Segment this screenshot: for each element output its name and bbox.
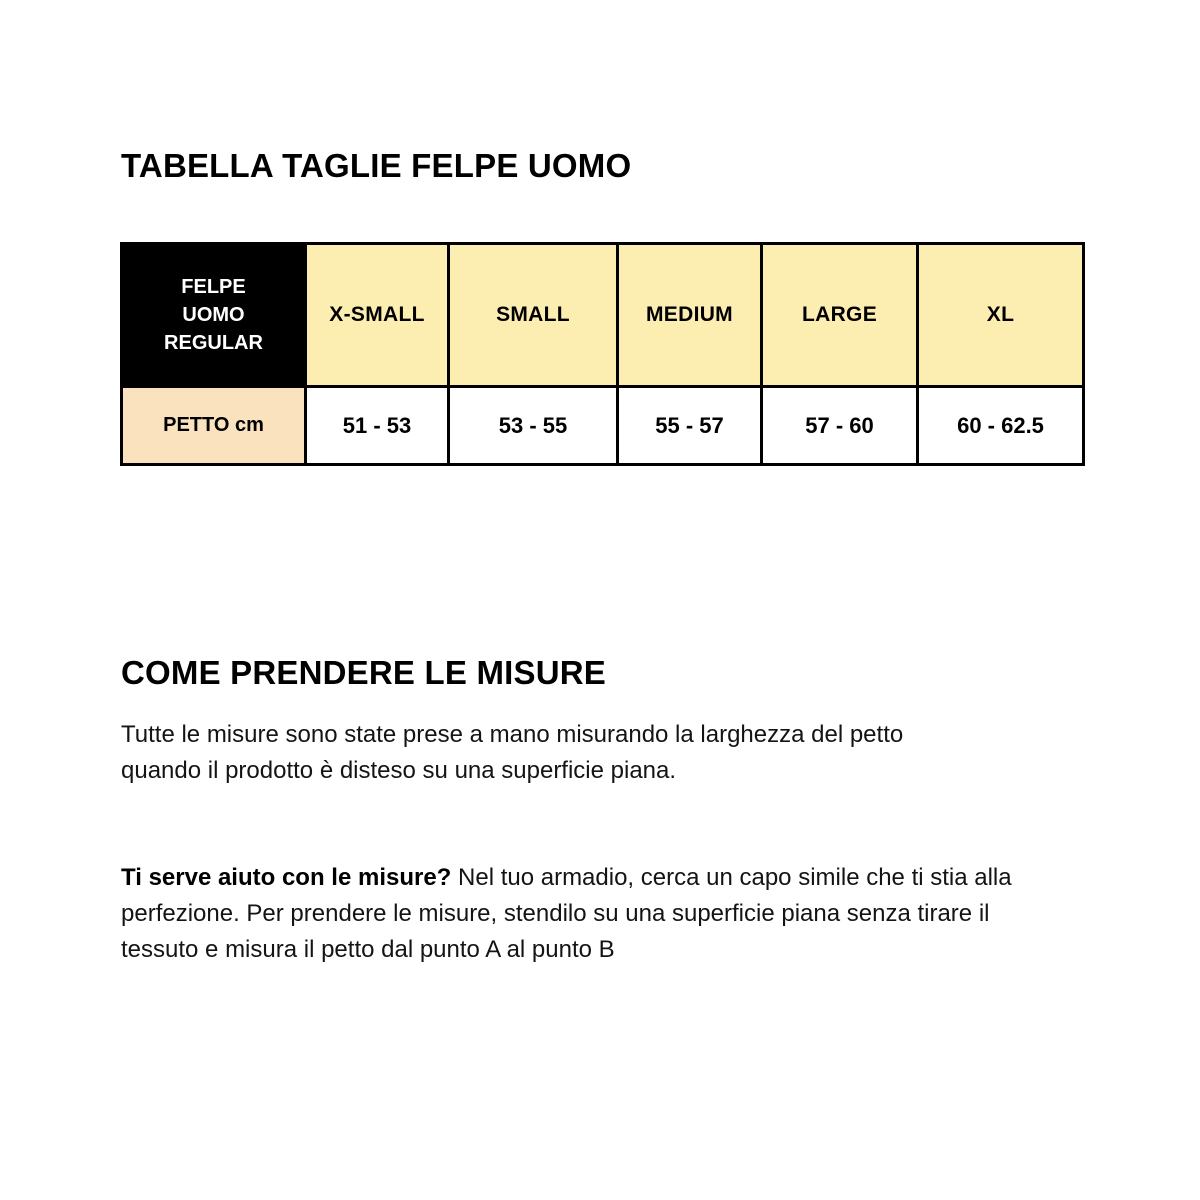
chest-value-large: 57 - 60 bbox=[760, 385, 919, 466]
chest-value-xl: 60 - 62.5 bbox=[916, 385, 1085, 466]
size-header-xsmall: X-SMALL bbox=[304, 242, 450, 388]
size-header-large: LARGE bbox=[760, 242, 919, 388]
table-row-header-cell: FELPE UOMO REGULAR bbox=[120, 242, 307, 388]
size-table: FELPE UOMO REGULAR X-SMALL SMALL MEDIUM … bbox=[120, 242, 1085, 466]
size-header-xl: XL bbox=[916, 242, 1085, 388]
size-table-value-row: PETTO cm 51 - 53 53 - 55 55 - 57 57 - 60… bbox=[120, 385, 1085, 466]
chest-value-medium: 55 - 57 bbox=[616, 385, 763, 466]
size-header-small: SMALL bbox=[447, 242, 619, 388]
chest-value-xsmall: 51 - 53 bbox=[304, 385, 450, 466]
chest-value-small: 53 - 55 bbox=[447, 385, 619, 466]
size-header-medium: MEDIUM bbox=[616, 242, 763, 388]
measure-label-cell: PETTO cm bbox=[120, 385, 307, 466]
measure-intro-paragraph: Tutte le misure sono state prese a mano … bbox=[121, 721, 904, 784]
page-title: TABELLA TAGLIE FELPE UOMO bbox=[121, 147, 632, 184]
size-table-header-row: FELPE UOMO REGULAR X-SMALL SMALL MEDIUM … bbox=[120, 242, 1085, 388]
measure-section-heading: COME PRENDERE LE MISURE bbox=[121, 654, 606, 691]
measure-help-text: Nel tuo armadio, cerca un capo simile ch… bbox=[121, 864, 1012, 963]
measure-help-lead: Ti serve aiuto con le misure? bbox=[121, 864, 452, 891]
measure-help-paragraph: Ti serve aiuto con le misure? Nel tuo ar… bbox=[121, 860, 1121, 968]
